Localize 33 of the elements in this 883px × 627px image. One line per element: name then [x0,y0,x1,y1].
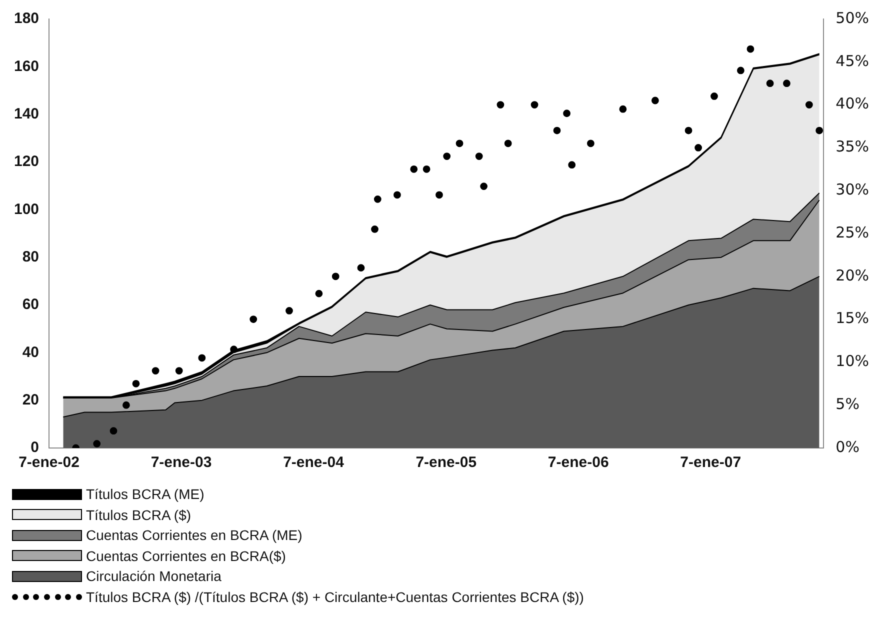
y2-tick-label: 20% [836,266,870,284]
y-tick-label: 140 [14,105,40,122]
y-tick-label: 80 [22,248,40,266]
x-tick-label: 7-ene-02 [18,454,80,472]
y2-tick-label: 35% [836,138,870,156]
x-tick-label: 7-ene-06 [548,454,609,472]
y-tick-label: 20 [22,391,40,408]
y2-tick-label: 50% [836,8,870,27]
y-tick-label: 160 [14,58,40,75]
y2-tick-label: 15% [836,309,870,328]
y-tick-label: 100 [14,200,40,218]
y-tick-label: 0 [30,439,40,456]
y2-tick-label: 40% [836,94,870,113]
y2-tick-label: 0% [836,438,860,456]
y2-tick-label: 5% [836,394,860,413]
legend-label: Cuentas Corrientes en BCRA($) [86,546,286,566]
legend-label: Títulos BCRA (ME) [86,485,204,504]
legend-label: Títulos BCRA ($) /(Títulos BCRA ($) + Circulante+Cuentas Corrientes BCRA ($)) [86,588,584,607]
y-tick-label: 120 [14,153,40,170]
y2-tick-label: 45% [836,52,870,70]
y2-tick-label: 25% [836,223,870,242]
y2-tick-label: 10% [836,352,870,370]
x-tick-label: 7-ene-07 [680,454,742,472]
y-tick-label: 60 [22,296,40,314]
y2-tick-label: 30% [836,180,870,198]
y-tick-label: 180 [14,10,40,28]
x-tick-label: 7-ene-03 [150,454,212,472]
x-tick-label: 7-ene-05 [416,454,477,472]
legend-label: Títulos BCRA ($) [86,506,192,525]
x-tick-label: 7-ene-04 [283,454,345,472]
legend-label: Circulación Monetaria [86,567,222,586]
legend-label: Cuentas Corrientes en BCRA (ME) [86,526,302,545]
y-tick-label: 40 [22,344,40,361]
